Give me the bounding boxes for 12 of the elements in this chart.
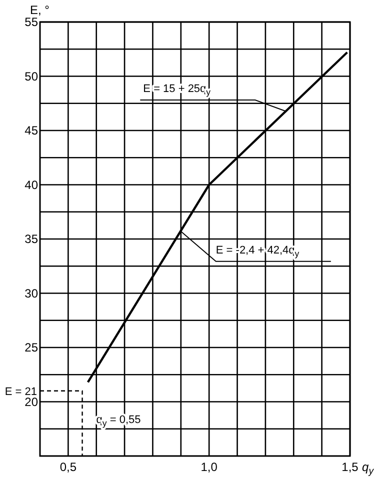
x-tick-label: 0,5 (60, 460, 77, 474)
y-tick-label: 35 (24, 232, 38, 246)
y-tick-label: 25 (24, 340, 38, 354)
y-tick-label: 55 (24, 15, 38, 29)
y-tick-label: 50 (24, 69, 38, 84)
x-tick-label: 1,5 (342, 460, 359, 474)
x-tick-label: 1,0 (200, 460, 218, 474)
y-axis-title: E, ° (30, 3, 50, 17)
x-axis-title: q$_{y}$ (362, 460, 375, 477)
y-tick-label: 45 (24, 124, 38, 138)
y-tick-label: 30 (24, 286, 38, 300)
y-tick-label: 40 (24, 178, 38, 192)
